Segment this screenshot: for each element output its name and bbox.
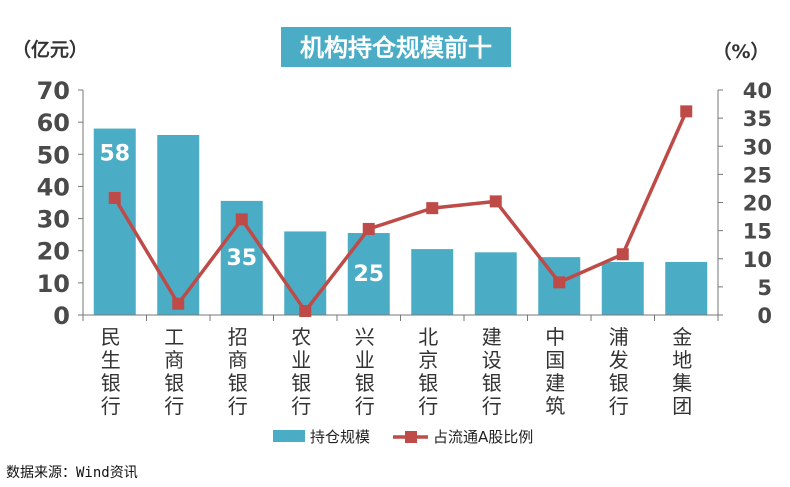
legend-swatch-bar <box>273 430 305 442</box>
line-point <box>299 305 312 318</box>
y-right-tick-label: 40 <box>743 79 772 103</box>
line-point <box>680 105 693 118</box>
y-right-tick-label: 20 <box>743 192 772 216</box>
chart-svg: 机构持仓规模前十 （亿元） （%） 58 35 25 0 10 20 30 40 50 60 70 0 5 10… <box>12 27 772 446</box>
y-right-tick-label: 5 <box>757 276 772 300</box>
bar <box>474 252 517 315</box>
line-point <box>553 276 566 289</box>
y-right-tick-label: 0 <box>757 304 772 328</box>
x-tick-label: 民生银行 <box>101 325 121 418</box>
y-right-tick-label: 30 <box>743 135 772 159</box>
x-tick-label: 工商银行 <box>164 325 184 418</box>
y-right-tick-label: 35 <box>743 107 772 131</box>
bar-data-label: 35 <box>226 246 257 271</box>
bar <box>601 261 644 315</box>
x-tick-label: 招商银行 <box>228 325 248 418</box>
chart-title-box <box>281 27 511 67</box>
bar <box>157 135 200 315</box>
y-left-tick-label: 20 <box>37 238 70 266</box>
x-tick-label: 浦发银行 <box>609 325 629 418</box>
x-tick-label: 北京银行 <box>418 325 438 418</box>
line-point <box>616 248 629 261</box>
y-left-tick-label: 0 <box>53 302 70 330</box>
legend-label-line: 占流通A股比例 <box>433 428 533 446</box>
legend-label-bar: 持仓规模 <box>310 428 370 446</box>
x-tick-label: 兴业银行 <box>355 325 375 418</box>
line-point <box>235 213 248 226</box>
x-tick-label: 金地集团 <box>672 325 692 418</box>
legend-marker-line <box>405 431 417 443</box>
line-point <box>172 297 185 310</box>
bar <box>284 231 327 315</box>
x-tick-label: 建设银行 <box>482 325 502 418</box>
y-left-tick-label: 10 <box>37 270 70 298</box>
line-series <box>113 110 688 313</box>
line-point <box>489 195 502 208</box>
y-left-tick-label: 40 <box>37 173 70 201</box>
bar <box>665 261 708 315</box>
line-point <box>426 202 439 215</box>
y-left-unit: （亿元） <box>12 38 88 61</box>
y-left-tick-label: 30 <box>37 206 70 234</box>
bar-data-label: 25 <box>353 262 384 287</box>
line-point <box>362 222 375 235</box>
y-right-unit: （%） <box>712 40 769 63</box>
y-left-tick-label: 60 <box>37 109 70 137</box>
y-right-tick-label: 10 <box>743 248 772 272</box>
bar <box>411 249 454 315</box>
line-point <box>108 192 121 204</box>
chart-title: 机构持仓规模前十 <box>300 34 492 62</box>
y-left-tick-label: 70 <box>37 77 70 105</box>
y-right-tick-label: 25 <box>743 163 772 187</box>
y-left-tick-label: 50 <box>37 141 70 169</box>
x-tick-label: 农业银行 <box>291 325 311 418</box>
source-note: 数据来源：Wind资讯 <box>6 465 138 481</box>
y-right-tick-label: 15 <box>743 220 772 244</box>
x-tick-label: 中国建筑 <box>545 325 565 418</box>
bar-data-label: 58 <box>99 142 130 167</box>
